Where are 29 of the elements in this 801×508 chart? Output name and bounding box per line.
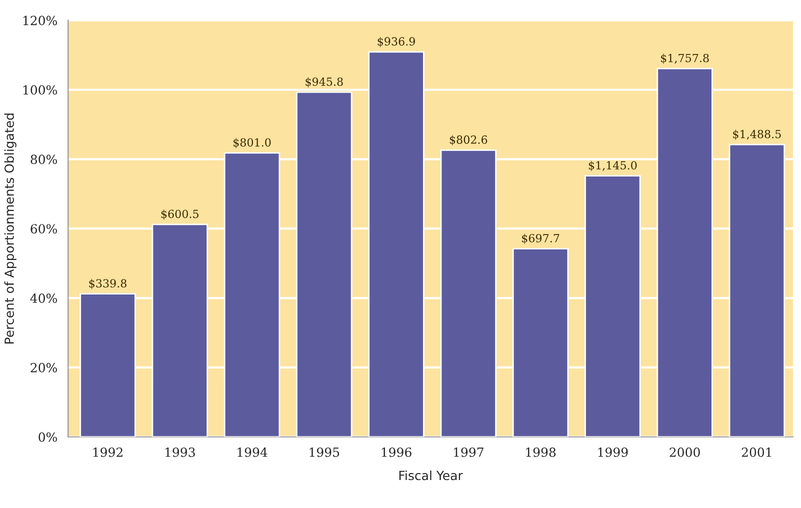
y-tick-label: 120% — [23, 16, 57, 26]
annotation: $1,757.8 — [661, 54, 709, 64]
x-tick-label: 2001 — [742, 448, 772, 457]
x-tick-label: 2000 — [670, 448, 700, 457]
annotation: $697.7 — [522, 234, 560, 244]
x-tick-label: 1996 — [382, 448, 412, 457]
annotation: $1,145.0 — [588, 160, 637, 171]
x-tick-label: 1993 — [166, 448, 195, 457]
x-tick-label: 1998 — [526, 448, 556, 457]
annotation: $936.9 — [378, 36, 415, 48]
y-tick-label: 100% — [23, 85, 57, 95]
y-tick-label: 0% — [38, 432, 57, 442]
annotation: $339.8 — [89, 278, 126, 290]
x-tick-label: 1997 — [454, 448, 484, 457]
x-axis-title: Fiscal Year — [399, 470, 463, 480]
x-tick-label: 1995 — [310, 448, 340, 457]
y-axis-title: Percent of Apportionments Obligated — [4, 114, 16, 344]
y-tick-label: 60% — [30, 224, 57, 234]
y-tick-label: 20% — [30, 362, 57, 372]
annotation: $801.0 — [234, 138, 271, 148]
x-tick-label: 1994 — [238, 448, 268, 457]
y-tick-label: 40% — [30, 294, 57, 303]
annotation: $945.8 — [306, 77, 343, 88]
annotation: $600.5 — [161, 210, 198, 220]
x-tick-label: 1999 — [598, 448, 628, 457]
annotation: $802.6 — [450, 135, 488, 146]
x-tick-label: 1992 — [93, 448, 122, 457]
annotation: $1,488.5 — [733, 130, 781, 140]
y-tick-label: 80% — [30, 154, 57, 164]
